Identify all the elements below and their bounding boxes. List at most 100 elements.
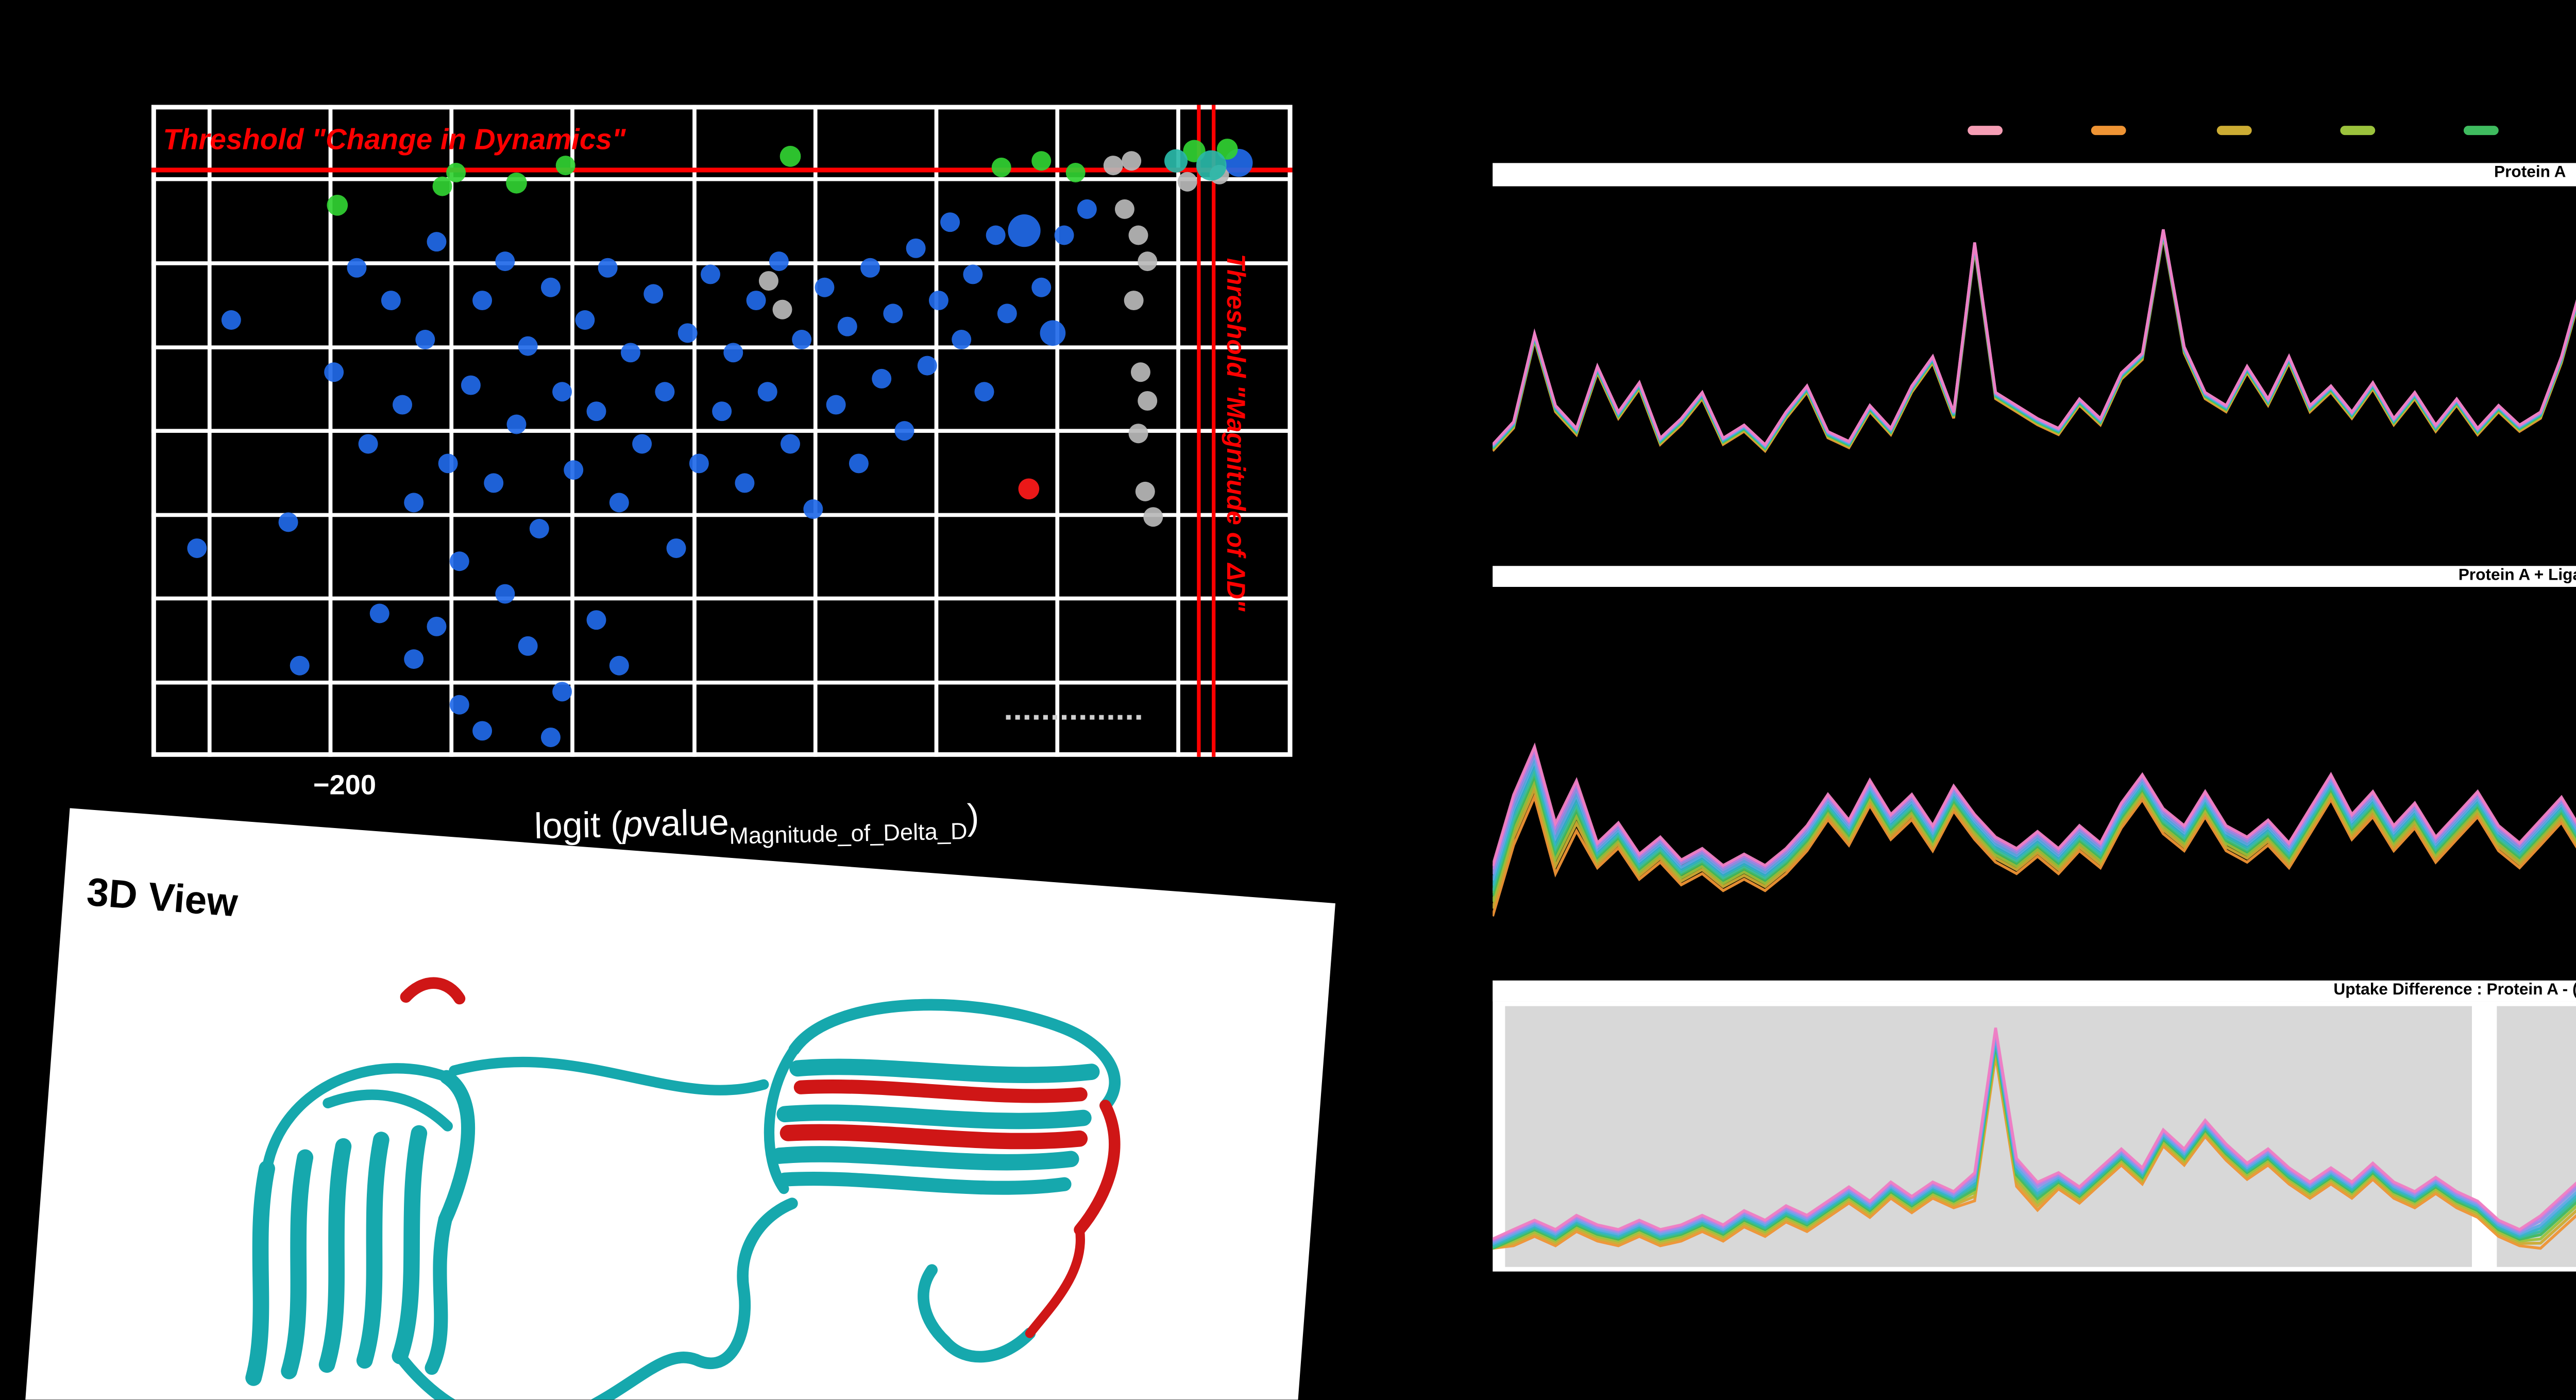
volcano-plot-panel[interactable]: Threshold "Change in Dynamics" Threshold… <box>151 105 1293 851</box>
scatter-point-blue[interactable] <box>540 727 561 747</box>
scatter-point-red[interactable] <box>1018 478 1040 500</box>
scatter-point-blue[interactable] <box>347 258 367 278</box>
scatter-point-green[interactable] <box>991 157 1011 177</box>
scatter-point-blue[interactable] <box>427 232 447 252</box>
scatter-point-blue[interactable] <box>769 251 789 272</box>
scatter-point-blue[interactable] <box>815 277 835 297</box>
scatter-point-gray[interactable] <box>1135 481 1155 501</box>
scatter-point-blue[interactable] <box>928 291 948 311</box>
scatter-point-blue[interactable] <box>278 512 298 532</box>
scatter-point-teal[interactable] <box>1196 150 1227 181</box>
scatter-point-green[interactable] <box>1031 151 1052 171</box>
scatter-point-blue[interactable] <box>540 277 561 297</box>
scatter-point-blue[interactable] <box>404 493 424 513</box>
scatter-point-blue[interactable] <box>974 382 994 402</box>
scatter-point-blue[interactable] <box>438 453 458 474</box>
scatter-point-blue[interactable] <box>484 473 504 493</box>
scatter-point-green[interactable] <box>506 172 527 194</box>
scatter-point-blue[interactable] <box>689 453 709 474</box>
scatter-point-blue[interactable] <box>1077 199 1097 219</box>
scatter-point-blue[interactable] <box>324 362 344 382</box>
scatter-point-blue[interactable] <box>655 382 675 402</box>
scatter-point-gray[interactable] <box>1177 172 1197 192</box>
chart-protein-a-svg[interactable] <box>1493 185 2576 546</box>
scatter-point-blue[interactable] <box>518 336 538 356</box>
scatter-point-blue[interactable] <box>427 616 447 636</box>
scatter-point-blue[interactable] <box>872 368 892 389</box>
scatter-point-blue[interactable] <box>952 330 972 349</box>
scatter-point-blue[interactable] <box>666 538 686 558</box>
scatter-point-blue[interactable] <box>894 421 914 441</box>
protein-ribbon-svg[interactable] <box>22 808 1335 1400</box>
scatter-point-blue[interactable] <box>586 401 606 421</box>
scatter-point-blue[interactable] <box>746 291 766 311</box>
scatter-point-blue[interactable] <box>735 473 755 493</box>
scatter-point-blue[interactable] <box>849 453 869 474</box>
scatter-point-blue[interactable] <box>415 330 435 349</box>
scatter-point-gray[interactable] <box>1143 507 1163 527</box>
scatter-point-blue[interactable] <box>917 356 937 376</box>
scatter-point-blue[interactable] <box>986 225 1006 245</box>
scatter-point-blue[interactable] <box>461 375 481 395</box>
scatter-point-blue[interactable] <box>404 649 424 669</box>
scatter-point-blue[interactable] <box>677 323 698 343</box>
scatter-point-green[interactable] <box>432 176 452 196</box>
scatter-point-blue[interactable] <box>757 382 777 402</box>
scatter-point-blue[interactable] <box>643 284 664 304</box>
scatter-point-blue[interactable] <box>552 682 572 702</box>
scatter-point-green[interactable] <box>446 163 466 182</box>
volcano-svg[interactable] <box>151 105 1293 757</box>
scatter-point-blue[interactable] <box>609 493 629 513</box>
scatter-point-blue[interactable] <box>552 382 572 402</box>
scatter-point-blue[interactable] <box>883 303 903 324</box>
scatter-point-blue[interactable] <box>358 434 378 454</box>
scatter-point-blue[interactable] <box>529 519 549 538</box>
scatter-point-gray[interactable] <box>1114 199 1134 219</box>
scatter-point-green[interactable] <box>779 146 801 167</box>
scatter-point-blue[interactable] <box>506 414 527 434</box>
scatter-point-gray[interactable] <box>1122 151 1142 171</box>
scatter-point-green[interactable] <box>1216 139 1238 160</box>
scatter-point-blue[interactable] <box>472 291 493 311</box>
scatter-point-green[interactable] <box>555 156 575 176</box>
scatter-point-blue[interactable] <box>997 303 1017 324</box>
timepoint-legend[interactable] <box>1968 124 2576 138</box>
scatter-point-gray[interactable] <box>1128 225 1148 245</box>
scatter-point-blue[interactable] <box>609 655 629 676</box>
scatter-point-blue[interactable] <box>449 551 469 571</box>
scatter-point-blue[interactable] <box>598 258 618 278</box>
scatter-point-gray[interactable] <box>1128 424 1148 444</box>
scatter-point-gray[interactable] <box>1138 391 1158 411</box>
view3d-panel[interactable]: 3D View <box>21 808 1335 1400</box>
scatter-point-blue[interactable] <box>792 330 812 349</box>
scatter-point-green[interactable] <box>327 194 348 216</box>
chart-protein-a-ligand-svg[interactable] <box>1493 586 2576 965</box>
scatter-point-blue[interactable] <box>826 395 846 415</box>
scatter-point-blue[interactable] <box>701 264 720 284</box>
scatter-point-blue[interactable] <box>906 238 926 258</box>
scatter-point-blue[interactable] <box>187 538 207 558</box>
scatter-point-blue[interactable] <box>1054 225 1074 245</box>
scatter-point-blue[interactable] <box>860 258 880 278</box>
scatter-point-teal[interactable] <box>1164 149 1188 173</box>
scatter-point-blue[interactable] <box>963 264 983 284</box>
scatter-point-gray[interactable] <box>1124 291 1144 311</box>
scatter-point-blue[interactable] <box>1040 320 1066 346</box>
scatter-point-blue[interactable] <box>620 343 640 363</box>
scatter-point-blue[interactable] <box>472 721 493 741</box>
scatter-point-blue[interactable] <box>1008 214 1041 247</box>
scatter-point-blue[interactable] <box>632 434 652 454</box>
scatter-point-blue[interactable] <box>221 310 241 330</box>
scatter-point-blue[interactable] <box>495 584 515 604</box>
scatter-point-gray[interactable] <box>772 299 792 319</box>
scatter-point-blue[interactable] <box>393 395 413 415</box>
scatter-point-blue[interactable] <box>837 316 857 336</box>
scatter-point-blue[interactable] <box>564 460 584 480</box>
scatter-point-blue[interactable] <box>495 251 515 272</box>
scatter-point-blue[interactable] <box>518 636 538 656</box>
scatter-point-blue[interactable] <box>781 434 801 454</box>
scatter-point-blue[interactable] <box>586 610 606 630</box>
scatter-point-blue[interactable] <box>723 343 743 363</box>
scatter-point-gray[interactable] <box>1130 362 1150 382</box>
chart-uptake-difference-svg[interactable] <box>1493 1000 2576 1271</box>
